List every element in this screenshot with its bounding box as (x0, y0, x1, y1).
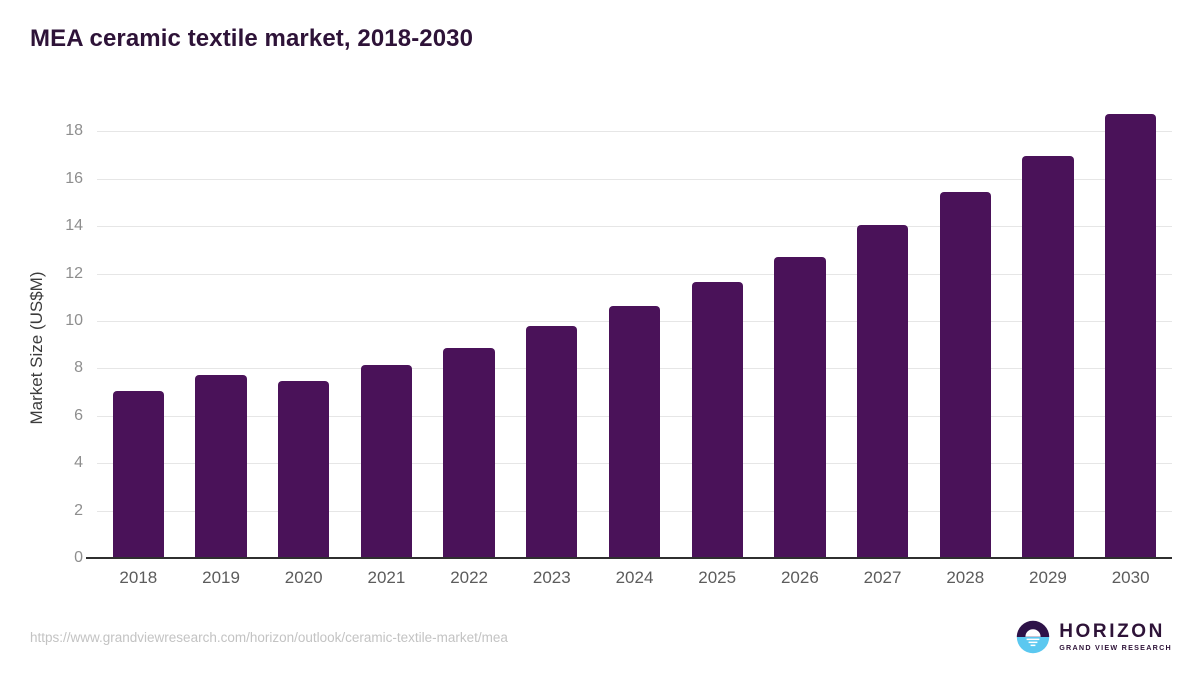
y-tick-label: 0 (74, 549, 83, 566)
y-tick-label: 16 (65, 169, 83, 187)
x-tick-label: 2019 (202, 568, 240, 587)
x-axis-line (86, 557, 1172, 559)
x-tick-label: 2021 (367, 568, 406, 587)
bar[interactable] (856, 224, 909, 558)
x-tick-label: 2020 (284, 568, 323, 587)
x-tick-label: 2023 (532, 568, 571, 587)
y-tick-label: 10 (65, 311, 83, 329)
y-tick-label: 12 (65, 264, 83, 282)
bar[interactable] (1022, 156, 1074, 558)
x-tick-label: 2025 (698, 568, 737, 587)
bar[interactable] (360, 364, 413, 558)
y-tick-label: 4 (74, 454, 83, 472)
bar[interactable] (939, 191, 991, 558)
bar[interactable] (526, 325, 578, 558)
bar[interactable] (774, 256, 826, 558)
bar[interactable] (1105, 113, 1157, 558)
x-tick-label: 2030 (1111, 568, 1150, 587)
x-tick-label: 2027 (863, 568, 902, 587)
bar[interactable] (443, 348, 495, 558)
gridline (97, 273, 1172, 275)
x-tick-label: 2028 (946, 568, 985, 587)
bars-group (97, 110, 1172, 558)
y-axis-tick-labels: 0 2 4 6 8 10 12 14 16 18 (40, 110, 83, 566)
x-tick-label: 2029 (1029, 568, 1067, 587)
x-tick-label: 2022 (450, 568, 489, 587)
bar[interactable] (608, 305, 661, 558)
y-tick-label: 14 (65, 217, 83, 235)
horizon-logo[interactable]: HORIZON GRAND VIEW RESEARCH (1016, 618, 1172, 656)
bar[interactable] (691, 281, 743, 558)
x-tick-label: 2024 (615, 568, 654, 587)
y-tick-label: 8 (74, 359, 83, 377)
bar[interactable] (278, 381, 330, 558)
gridline (97, 178, 1172, 180)
y-tick-label: 18 (65, 122, 83, 140)
x-tick-label: 2026 (780, 568, 819, 587)
gridline (97, 131, 1172, 133)
logo-text-block: HORIZON GRAND VIEW RESEARCH (1059, 622, 1172, 651)
logo-title: HORIZON (1059, 621, 1165, 643)
y-tick-label: 2 (74, 501, 83, 519)
bar[interactable] (112, 390, 164, 558)
x-axis-tick-labels: 2018 2019 2020 2021 2022 2023 2024 2025 2026 2027… (97, 568, 1172, 598)
gridline (97, 226, 1172, 228)
x-tick-label: 2018 (119, 568, 158, 587)
page-title: MEA ceramic textile market, 2018-2030 (30, 25, 474, 52)
bar[interactable] (195, 375, 247, 558)
source-url[interactable]: https://www.grandviewresearch.com/horizo… (30, 630, 508, 645)
y-tick-label: 6 (74, 406, 83, 424)
horizon-mark-icon (1016, 620, 1050, 654)
logo-tagline: GRAND VIEW RESEARCH (1059, 643, 1172, 653)
